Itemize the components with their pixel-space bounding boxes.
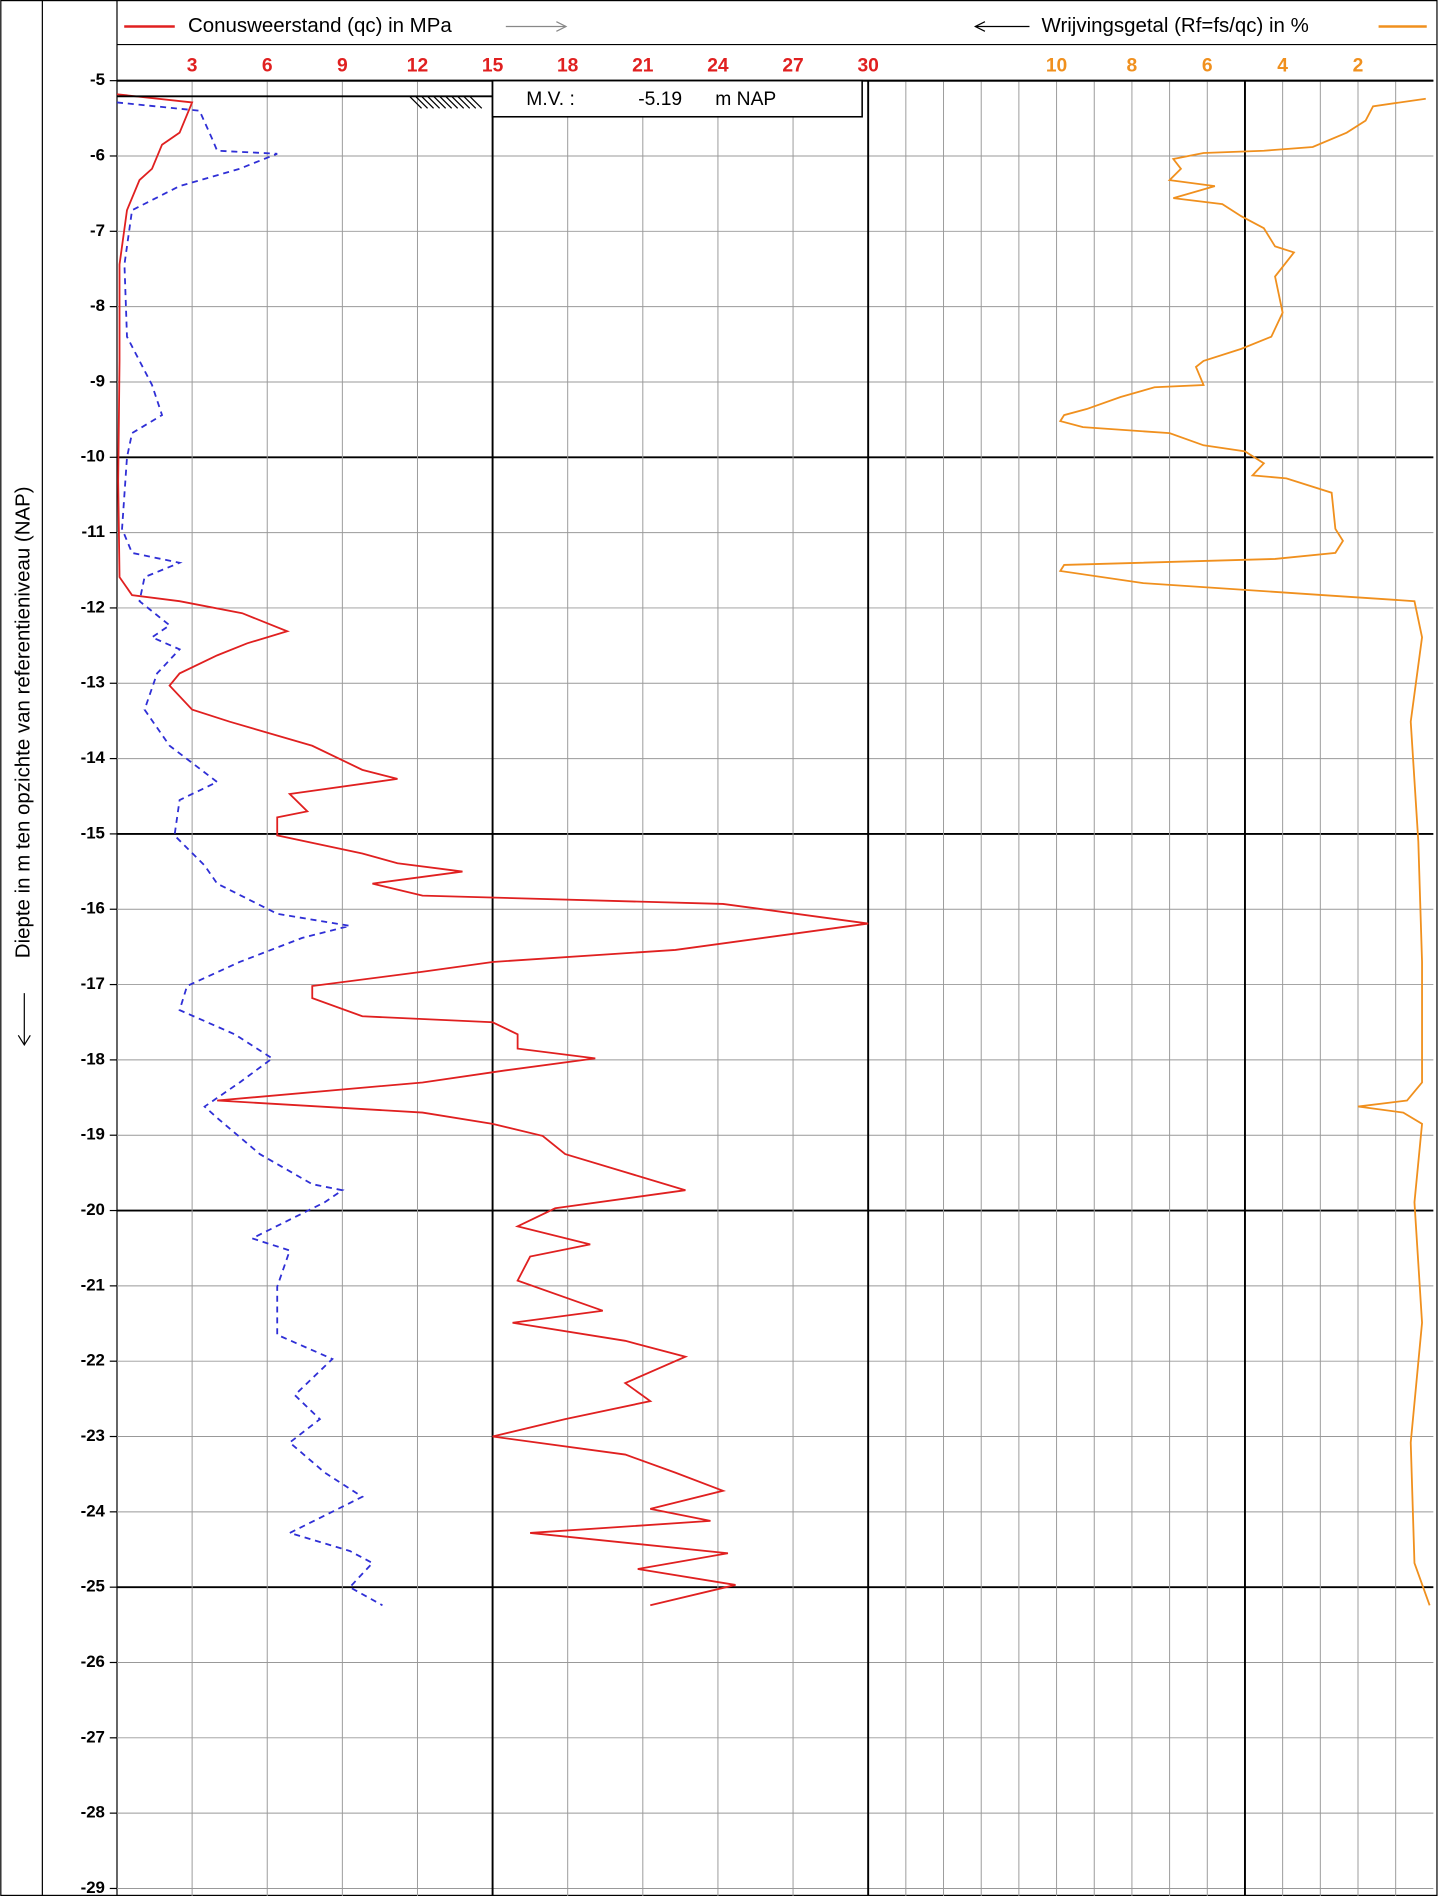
legend-label: Conusweerstand (qc) in MPa xyxy=(188,14,452,37)
x-tick-label: 21 xyxy=(632,55,654,76)
y-tick-label: -5 xyxy=(90,70,105,89)
annotation: M.V. : xyxy=(526,89,575,110)
y-tick-label: -9 xyxy=(90,371,105,390)
x-tick-label: 6 xyxy=(262,55,273,76)
y-tick-label: -26 xyxy=(81,1652,105,1671)
y-tick-label: -28 xyxy=(81,1803,105,1822)
series-line xyxy=(116,101,383,1607)
x-tick-label: 12 xyxy=(407,55,428,76)
x-tick-label: 18 xyxy=(557,55,579,76)
y-tick-label: -24 xyxy=(81,1501,106,1520)
annotation: -5.19 xyxy=(638,89,682,110)
x-tick-label: 3 xyxy=(187,55,198,76)
y-tick-label: -18 xyxy=(81,1049,105,1068)
x2-tick-label: 8 xyxy=(1127,55,1138,76)
y-tick-label: -20 xyxy=(81,1200,105,1219)
y-tick-label: -21 xyxy=(81,1275,105,1294)
x-tick-label: 15 xyxy=(482,55,504,76)
y-tick-label: -15 xyxy=(81,823,105,842)
y-tick-label: -10 xyxy=(81,447,105,466)
x-tick-label: 30 xyxy=(857,55,878,76)
header-arrows xyxy=(505,21,1030,32)
x2-tick-label: 4 xyxy=(1277,55,1288,76)
x-tick-label: 9 xyxy=(337,55,348,76)
y-tick-label: -27 xyxy=(81,1727,105,1746)
surface xyxy=(116,79,863,118)
legend-label: Wrijvingsgetal (Rf=fs/qc) in % xyxy=(1042,14,1309,37)
series-line xyxy=(116,93,869,1607)
y-tick-label: -16 xyxy=(81,899,105,918)
series-line xyxy=(1058,97,1431,1606)
y-tick-label: -12 xyxy=(81,597,105,616)
y-arrow xyxy=(17,993,31,1047)
x2-tick-label: 2 xyxy=(1353,55,1364,76)
y-tick-label: -7 xyxy=(90,221,105,240)
annotation: m NAP xyxy=(715,89,776,110)
y-tick-label: -8 xyxy=(90,296,105,315)
y-tick-label: -11 xyxy=(82,522,105,541)
x-tick-label: 24 xyxy=(707,55,729,76)
y-tick-label: -22 xyxy=(81,1351,105,1370)
y-tick-label: -23 xyxy=(81,1426,105,1445)
x2-tick-label: 10 xyxy=(1046,55,1067,76)
x2-tick-label: 6 xyxy=(1202,55,1213,76)
y-tick-label: -13 xyxy=(81,673,105,692)
y-tick-label: -25 xyxy=(81,1577,105,1596)
y-tick-label: -6 xyxy=(90,145,105,164)
x-tick-label: 27 xyxy=(782,55,803,76)
y-tick-label: -19 xyxy=(81,1125,105,1144)
y-tick-label: -14 xyxy=(81,748,106,767)
y-tick-label: -17 xyxy=(81,974,105,993)
y-axis-label: Diepte in m ten opzichte van referentien… xyxy=(12,486,35,958)
y-tick-label: -29 xyxy=(81,1878,105,1896)
